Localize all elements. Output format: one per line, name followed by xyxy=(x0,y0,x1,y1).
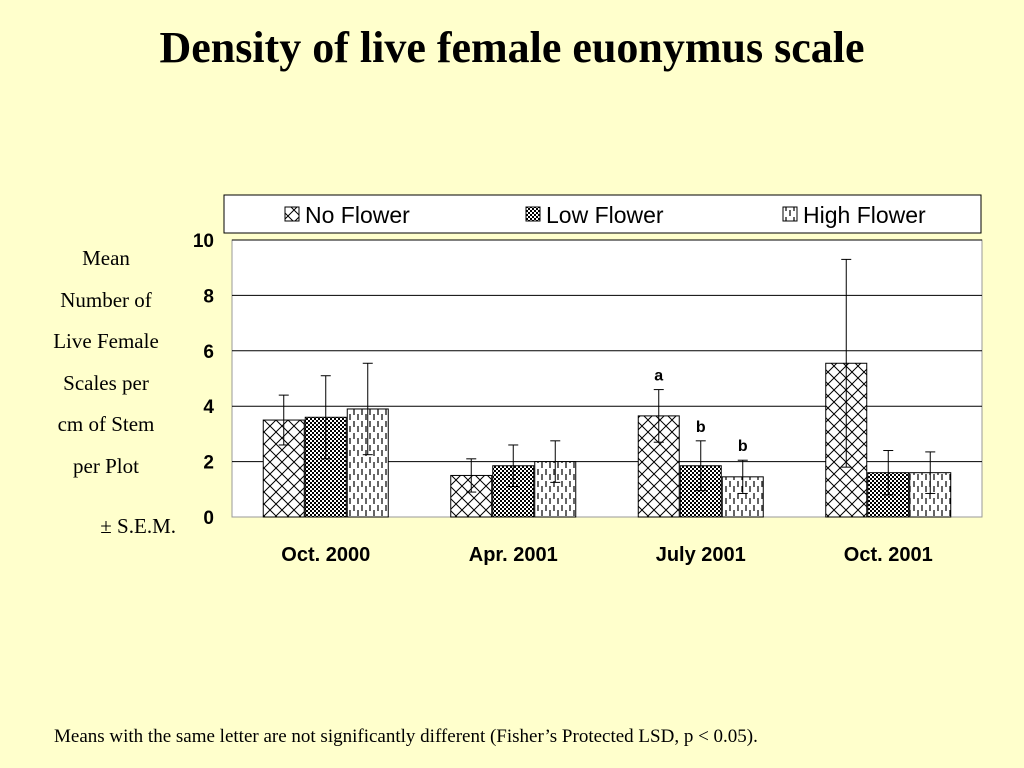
legend-box xyxy=(223,194,982,234)
y-axis-label-line: cm of Stem xyxy=(57,412,155,436)
plot-area: 0 2 4 6 8 10 Oct. 2000 Apr. 2001 a b b July 2001 Oct… xyxy=(193,231,983,566)
y-axis-label-line: Number of xyxy=(60,287,152,312)
y-tick-label: 0 xyxy=(203,508,214,529)
legend-swatch xyxy=(284,206,300,222)
x-category-label: Oct. 2001 xyxy=(844,544,933,566)
legend-label: No Flower xyxy=(305,202,410,228)
x-category-label: July 2001 xyxy=(656,544,746,566)
legend-label: Low Flower xyxy=(546,202,664,228)
y-tick-label: 6 xyxy=(203,342,214,363)
footnote: Means with the same letter are not signi… xyxy=(54,726,758,747)
y-tick-label: 8 xyxy=(203,286,214,307)
legend-swatch xyxy=(525,206,541,222)
y-axis-label-line: Mean xyxy=(82,246,130,270)
y-axis-label-line: Live Female xyxy=(53,329,159,353)
significance-label: b xyxy=(696,419,706,436)
legend: No Flower Low Flower High Flower xyxy=(223,194,982,234)
significance-label: b xyxy=(738,438,748,455)
y-tick-label: 10 xyxy=(193,231,214,252)
y-axis-sem-label: ± S.E.M. xyxy=(100,514,176,538)
significance-label: a xyxy=(654,368,663,385)
y-axis-label-line: per Plot xyxy=(73,453,139,478)
slide-title: Density of live female euonymus scale xyxy=(159,23,865,72)
x-category-label: Apr. 2001 xyxy=(469,544,558,566)
y-axis-label: Mean Number of Live Female Scales per cm… xyxy=(30,238,182,538)
y-tick-label: 2 xyxy=(203,453,214,474)
legend-label: High Flower xyxy=(803,202,926,228)
x-category-label: Oct. 2000 xyxy=(281,544,370,566)
legend-swatch xyxy=(782,206,798,222)
y-tick-label: 4 xyxy=(203,397,214,418)
y-axis-label-line: Scales per xyxy=(63,370,149,395)
